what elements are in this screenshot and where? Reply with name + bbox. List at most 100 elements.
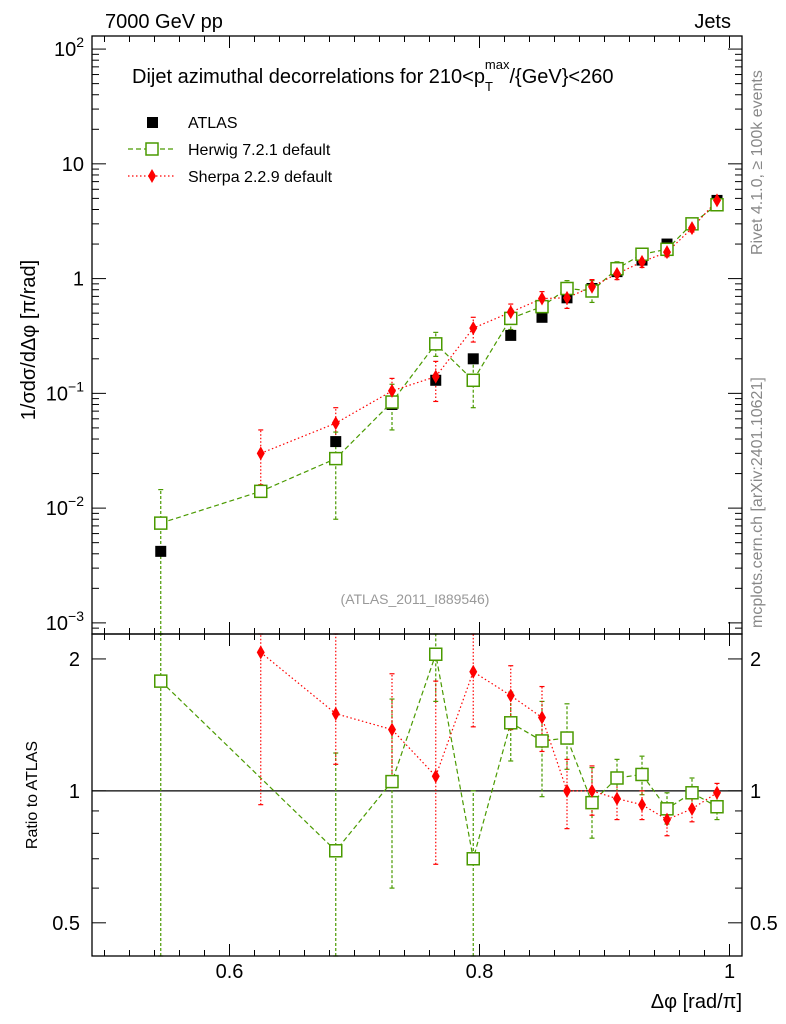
sherpa-ratio-point — [256, 645, 265, 660]
atlas-data-point — [505, 329, 517, 341]
x-tick-label: 0.6 — [216, 961, 244, 983]
herwig-ratio-point — [535, 734, 549, 748]
sherpa-ratio-point — [388, 722, 396, 737]
sherpa-data-point — [256, 446, 265, 461]
y-tick-base: 10 — [46, 613, 68, 635]
ratio-y-axis-label: Ratio to ATLAS — [24, 741, 41, 849]
ratio-y-tick-label-right: 2 — [750, 649, 761, 671]
atlas-data-point — [330, 436, 342, 448]
sherpa-ratio-point — [688, 801, 696, 816]
herwig-ratio-point — [329, 844, 343, 858]
y-tick-exponent: −1 — [68, 378, 84, 394]
herwig-data-point — [466, 373, 480, 388]
y-tick-label: 10−3 — [46, 608, 84, 635]
chart-title-main: Dijet azimuthal decorrelations for 210<p — [132, 66, 485, 88]
herwig-data-point — [154, 516, 168, 530]
sherpa-data-point — [663, 245, 671, 260]
herwig-ratio-point — [466, 852, 480, 866]
herwig-ratio-point — [710, 799, 724, 814]
herwig-ratio-point — [154, 674, 168, 688]
sherpa-data-point — [469, 321, 478, 336]
sherpa-data-point — [538, 291, 546, 306]
sherpa-ratio-point — [613, 791, 621, 806]
ratio-y-tick-label-right: 0.5 — [750, 913, 778, 935]
sherpa-ratio-point — [638, 797, 646, 812]
y-tick-label: 10−1 — [46, 378, 84, 405]
legend-sherpa-marker — [148, 169, 156, 183]
sherpa-ratio-point — [331, 706, 340, 721]
sherpa-data-point — [588, 279, 596, 294]
sherpa-data-point — [713, 193, 721, 208]
sherpa-data-point — [331, 416, 340, 431]
sherpa-ratio-point — [431, 769, 440, 784]
x-tick-label: 1 — [724, 961, 735, 983]
herwig-data-point — [254, 484, 268, 499]
header-right: Jets — [694, 11, 731, 33]
sherpa-series-line — [260, 200, 718, 454]
legend-atlas-marker — [147, 117, 158, 128]
herwig-series-line — [160, 204, 718, 524]
y-tick-label: 10−2 — [46, 493, 84, 520]
sherpa-data-point — [613, 266, 621, 281]
herwig-data-point — [329, 451, 343, 466]
herwig-ratio-point — [585, 795, 599, 810]
sherpa-data-point — [688, 221, 696, 236]
herwig-ratio-point — [610, 771, 624, 785]
header-left: 7000 GeV pp — [105, 11, 223, 33]
herwig-ratio-point — [385, 774, 399, 789]
chart-title-sup: max — [485, 57, 510, 72]
sherpa-ratio-point — [563, 783, 571, 798]
legend: ATLAS Herwig 7.2.1 default Sherpa 2.2.9 … — [128, 115, 333, 186]
sherpa-data-point — [431, 369, 440, 384]
ratio-y-tick-label-right: 1 — [750, 781, 761, 803]
sherpa-ratio-line — [260, 651, 718, 821]
chart-title-rest: /{GeV}<260 — [509, 66, 613, 88]
chart-title-sub: T — [485, 79, 493, 94]
sherpa-ratio-point — [713, 785, 721, 800]
ratio-plot-frame — [91, 633, 743, 957]
ratio-y-tick-label: 0.5 — [52, 913, 80, 935]
y-tick-exponent: 2 — [76, 34, 84, 50]
herwig-ratio-point — [504, 716, 518, 730]
sherpa-ratio-point — [663, 812, 671, 827]
x-tick-label: 0.8 — [466, 961, 494, 983]
mcplots-label: mcplots.cern.ch [arXiv:2401.10621] — [749, 377, 766, 628]
y-tick-label: 10 — [62, 154, 84, 176]
sherpa-ratio-point — [588, 783, 596, 798]
main-y-axis-label: 1/σdσ/dΔφ [π/rad] — [18, 260, 40, 420]
y-tick-label: 1 — [73, 269, 84, 291]
y-tick-base: 10 — [46, 383, 68, 405]
ratio-y-tick-label: 1 — [69, 781, 80, 803]
sherpa-ratio-point — [506, 688, 515, 703]
herwig-ratio-line — [160, 651, 718, 859]
herwig-ratio-point — [429, 647, 443, 661]
sherpa-data-point — [388, 383, 396, 398]
sherpa-data-point — [638, 254, 646, 269]
herwig-ratio-point — [685, 786, 699, 800]
chart-title: Dijet azimuthal decorrelations for 210<p… — [132, 57, 613, 94]
atlas-data-point — [155, 545, 167, 557]
y-tick-label: 102 — [54, 34, 84, 61]
atlas-data-point — [467, 353, 479, 365]
sherpa-data-point — [506, 305, 515, 320]
legend-sherpa-label: Sherpa 2.2.9 default — [188, 169, 333, 186]
rivet-version-label: Rivet 4.1.0, ≥ 100k events — [749, 70, 766, 255]
y-tick-base: 10 — [54, 39, 76, 61]
y-tick-exponent: −2 — [68, 493, 84, 509]
y-tick-exponent: −3 — [68, 608, 84, 624]
ratio-y-tick-label: 2 — [69, 649, 80, 671]
sherpa-data-point — [563, 290, 571, 305]
herwig-ratio-point — [635, 767, 649, 782]
sherpa-ratio-point — [538, 710, 546, 725]
y-tick-base: 10 — [46, 498, 68, 520]
herwig-data-point — [429, 337, 443, 351]
sherpa-ratio-point — [469, 664, 478, 679]
x-axis-label: Δφ [rad/π] — [651, 991, 742, 1013]
atlas-data-point — [536, 311, 548, 323]
herwig-ratio-point — [560, 731, 574, 745]
analysis-label: (ATLAS_2011_I889546) — [341, 591, 490, 607]
legend-atlas-label: ATLAS — [188, 115, 238, 132]
legend-herwig-label: Herwig 7.2.1 default — [188, 142, 331, 159]
